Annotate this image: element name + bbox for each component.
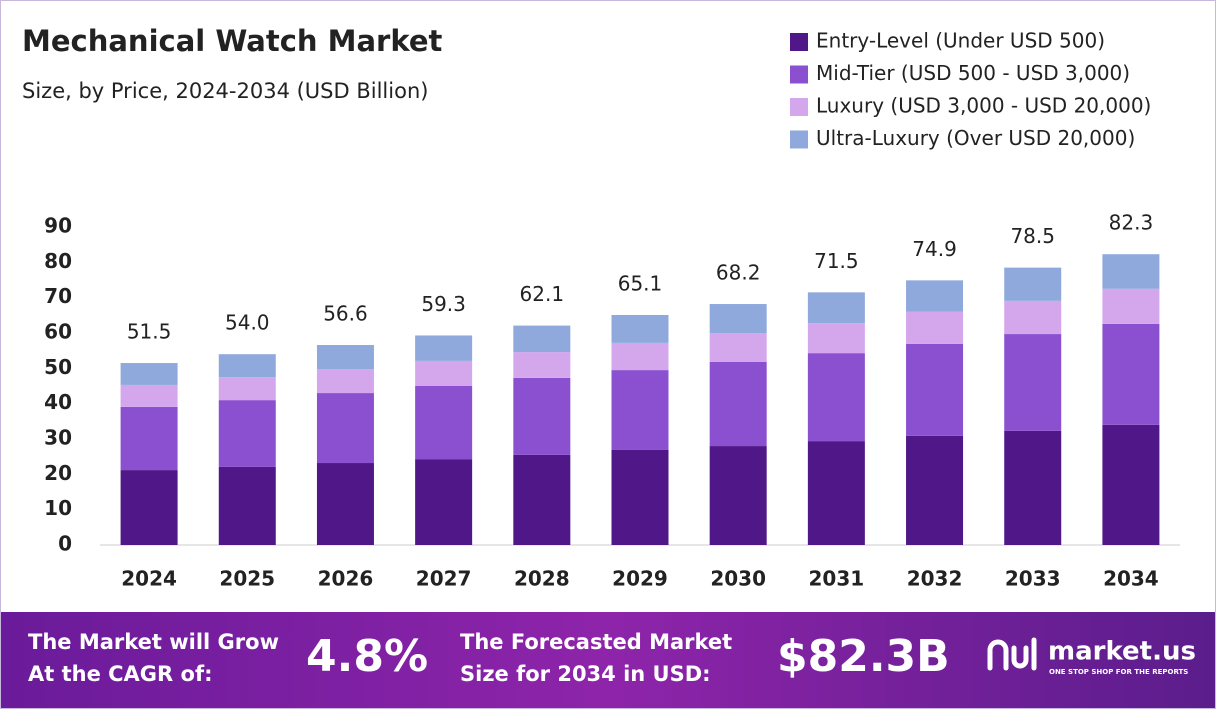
total-label: 82.3 bbox=[1109, 211, 1154, 235]
bar-segment bbox=[120, 384, 178, 407]
brand-tagline: ONE STOP SHOP FOR THE REPORTS bbox=[1049, 668, 1188, 676]
bar-segment bbox=[807, 323, 865, 354]
bar-segment bbox=[1004, 300, 1062, 335]
y-tick-label: 80 bbox=[44, 249, 72, 273]
bar-segment bbox=[120, 363, 178, 385]
brand-name: market.us bbox=[1048, 637, 1196, 667]
brand-logo bbox=[987, 637, 1037, 671]
bar-segment bbox=[807, 353, 865, 442]
bar-segment bbox=[807, 292, 865, 324]
y-tick-label: 20 bbox=[44, 461, 72, 485]
x-tick-label: 2027 bbox=[416, 567, 472, 591]
bar-segment bbox=[611, 314, 669, 343]
bar-segment bbox=[316, 345, 374, 370]
bar-segment bbox=[1004, 430, 1062, 545]
bar-segment bbox=[415, 459, 473, 545]
legend-label: Ultra-Luxury (Over USD 20,000) bbox=[816, 126, 1135, 150]
bar-segment bbox=[513, 352, 571, 378]
bar-segment bbox=[513, 454, 571, 545]
total-label: 78.5 bbox=[1010, 224, 1055, 248]
bar-segment bbox=[807, 441, 865, 545]
cagr-label: The Market will Grow bbox=[28, 630, 279, 654]
bar-segment bbox=[611, 342, 669, 371]
bar-segment bbox=[316, 369, 374, 394]
bar-segment bbox=[513, 377, 571, 455]
legend-label: Entry-Level (Under USD 500) bbox=[816, 29, 1105, 53]
y-tick-label: 90 bbox=[44, 214, 72, 238]
x-tick-label: 2033 bbox=[1005, 567, 1061, 591]
plot: 0102030405060708090202451.5202554.020265… bbox=[44, 211, 1180, 591]
forecast-label: Size for 2034 in USD: bbox=[460, 662, 711, 686]
legend-swatch bbox=[790, 130, 808, 149]
bar-segment bbox=[906, 435, 964, 545]
total-label: 56.6 bbox=[323, 302, 368, 326]
total-label: 59.3 bbox=[421, 292, 466, 316]
x-tick-label: 2024 bbox=[121, 567, 177, 591]
total-label: 74.9 bbox=[912, 237, 957, 261]
total-label: 71.5 bbox=[814, 249, 859, 273]
bar-segment bbox=[1102, 424, 1160, 545]
y-tick-label: 30 bbox=[44, 426, 72, 450]
x-tick-label: 2032 bbox=[907, 567, 963, 591]
x-tick-label: 2034 bbox=[1103, 567, 1159, 591]
bar-segment bbox=[611, 449, 669, 545]
legend-label: Mid-Tier (USD 500 - USD 3,000) bbox=[816, 61, 1130, 85]
chart-subtitle: Size, by Price, 2024-2034 (USD Billion) bbox=[22, 79, 428, 103]
bar-segment bbox=[316, 393, 374, 464]
bar-segment bbox=[611, 370, 669, 450]
bar-segment bbox=[218, 466, 276, 545]
bar-segment bbox=[415, 335, 473, 361]
total-label: 62.1 bbox=[520, 282, 565, 306]
forecast-label: The Forecasted Market bbox=[460, 630, 732, 654]
bar-segment bbox=[120, 470, 178, 545]
bar-segment bbox=[415, 360, 473, 386]
y-tick-label: 10 bbox=[44, 496, 72, 520]
bar-segment bbox=[120, 406, 178, 471]
bar-segment bbox=[709, 333, 767, 362]
legend: Entry-Level (Under USD 500) Mid-Tier (USD… bbox=[790, 29, 1151, 150]
y-tick-label: 50 bbox=[44, 355, 72, 379]
bar-segment bbox=[709, 361, 767, 447]
cagr-value: 4.8% bbox=[306, 631, 428, 682]
bar-segment bbox=[906, 343, 964, 436]
forecast-value: $82.3B bbox=[777, 631, 950, 682]
legend-label: Luxury (USD 3,000 - USD 20,000) bbox=[816, 94, 1151, 118]
x-tick-label: 2025 bbox=[219, 567, 275, 591]
legend-swatch bbox=[790, 65, 808, 84]
bar-segment bbox=[316, 463, 374, 545]
x-tick-label: 2029 bbox=[612, 567, 668, 591]
legend-swatch bbox=[790, 98, 808, 116]
y-tick-label: 0 bbox=[58, 532, 72, 556]
bar-segment bbox=[906, 311, 964, 344]
bar-segment bbox=[1102, 323, 1160, 425]
chart-title: Mechanical Watch Market bbox=[22, 24, 443, 58]
bar-segment bbox=[1102, 288, 1160, 324]
bar-segment bbox=[513, 325, 571, 353]
bar-segment bbox=[1004, 334, 1062, 431]
cagr-label: At the CAGR of: bbox=[28, 662, 213, 686]
bar-segment bbox=[1004, 267, 1062, 301]
total-label: 65.1 bbox=[618, 271, 663, 295]
x-tick-label: 2030 bbox=[710, 567, 766, 591]
y-tick-label: 60 bbox=[44, 320, 72, 344]
x-tick-label: 2026 bbox=[318, 567, 374, 591]
total-label: 54.0 bbox=[225, 311, 270, 335]
bar-segment bbox=[218, 354, 276, 378]
y-tick-label: 40 bbox=[44, 390, 72, 414]
bar-segment bbox=[218, 400, 276, 467]
total-label: 68.2 bbox=[716, 261, 761, 285]
legend-swatch bbox=[790, 33, 808, 51]
x-tick-label: 2028 bbox=[514, 567, 570, 591]
x-tick-label: 2031 bbox=[809, 567, 865, 591]
bar-segment bbox=[709, 446, 767, 545]
bar-segment bbox=[1102, 254, 1160, 289]
bar-segment bbox=[906, 280, 964, 312]
y-tick-label: 70 bbox=[44, 284, 72, 308]
total-label: 51.5 bbox=[127, 320, 172, 344]
bar-segment bbox=[218, 377, 276, 401]
bar-segment bbox=[709, 304, 767, 333]
bar-segment bbox=[415, 386, 473, 460]
